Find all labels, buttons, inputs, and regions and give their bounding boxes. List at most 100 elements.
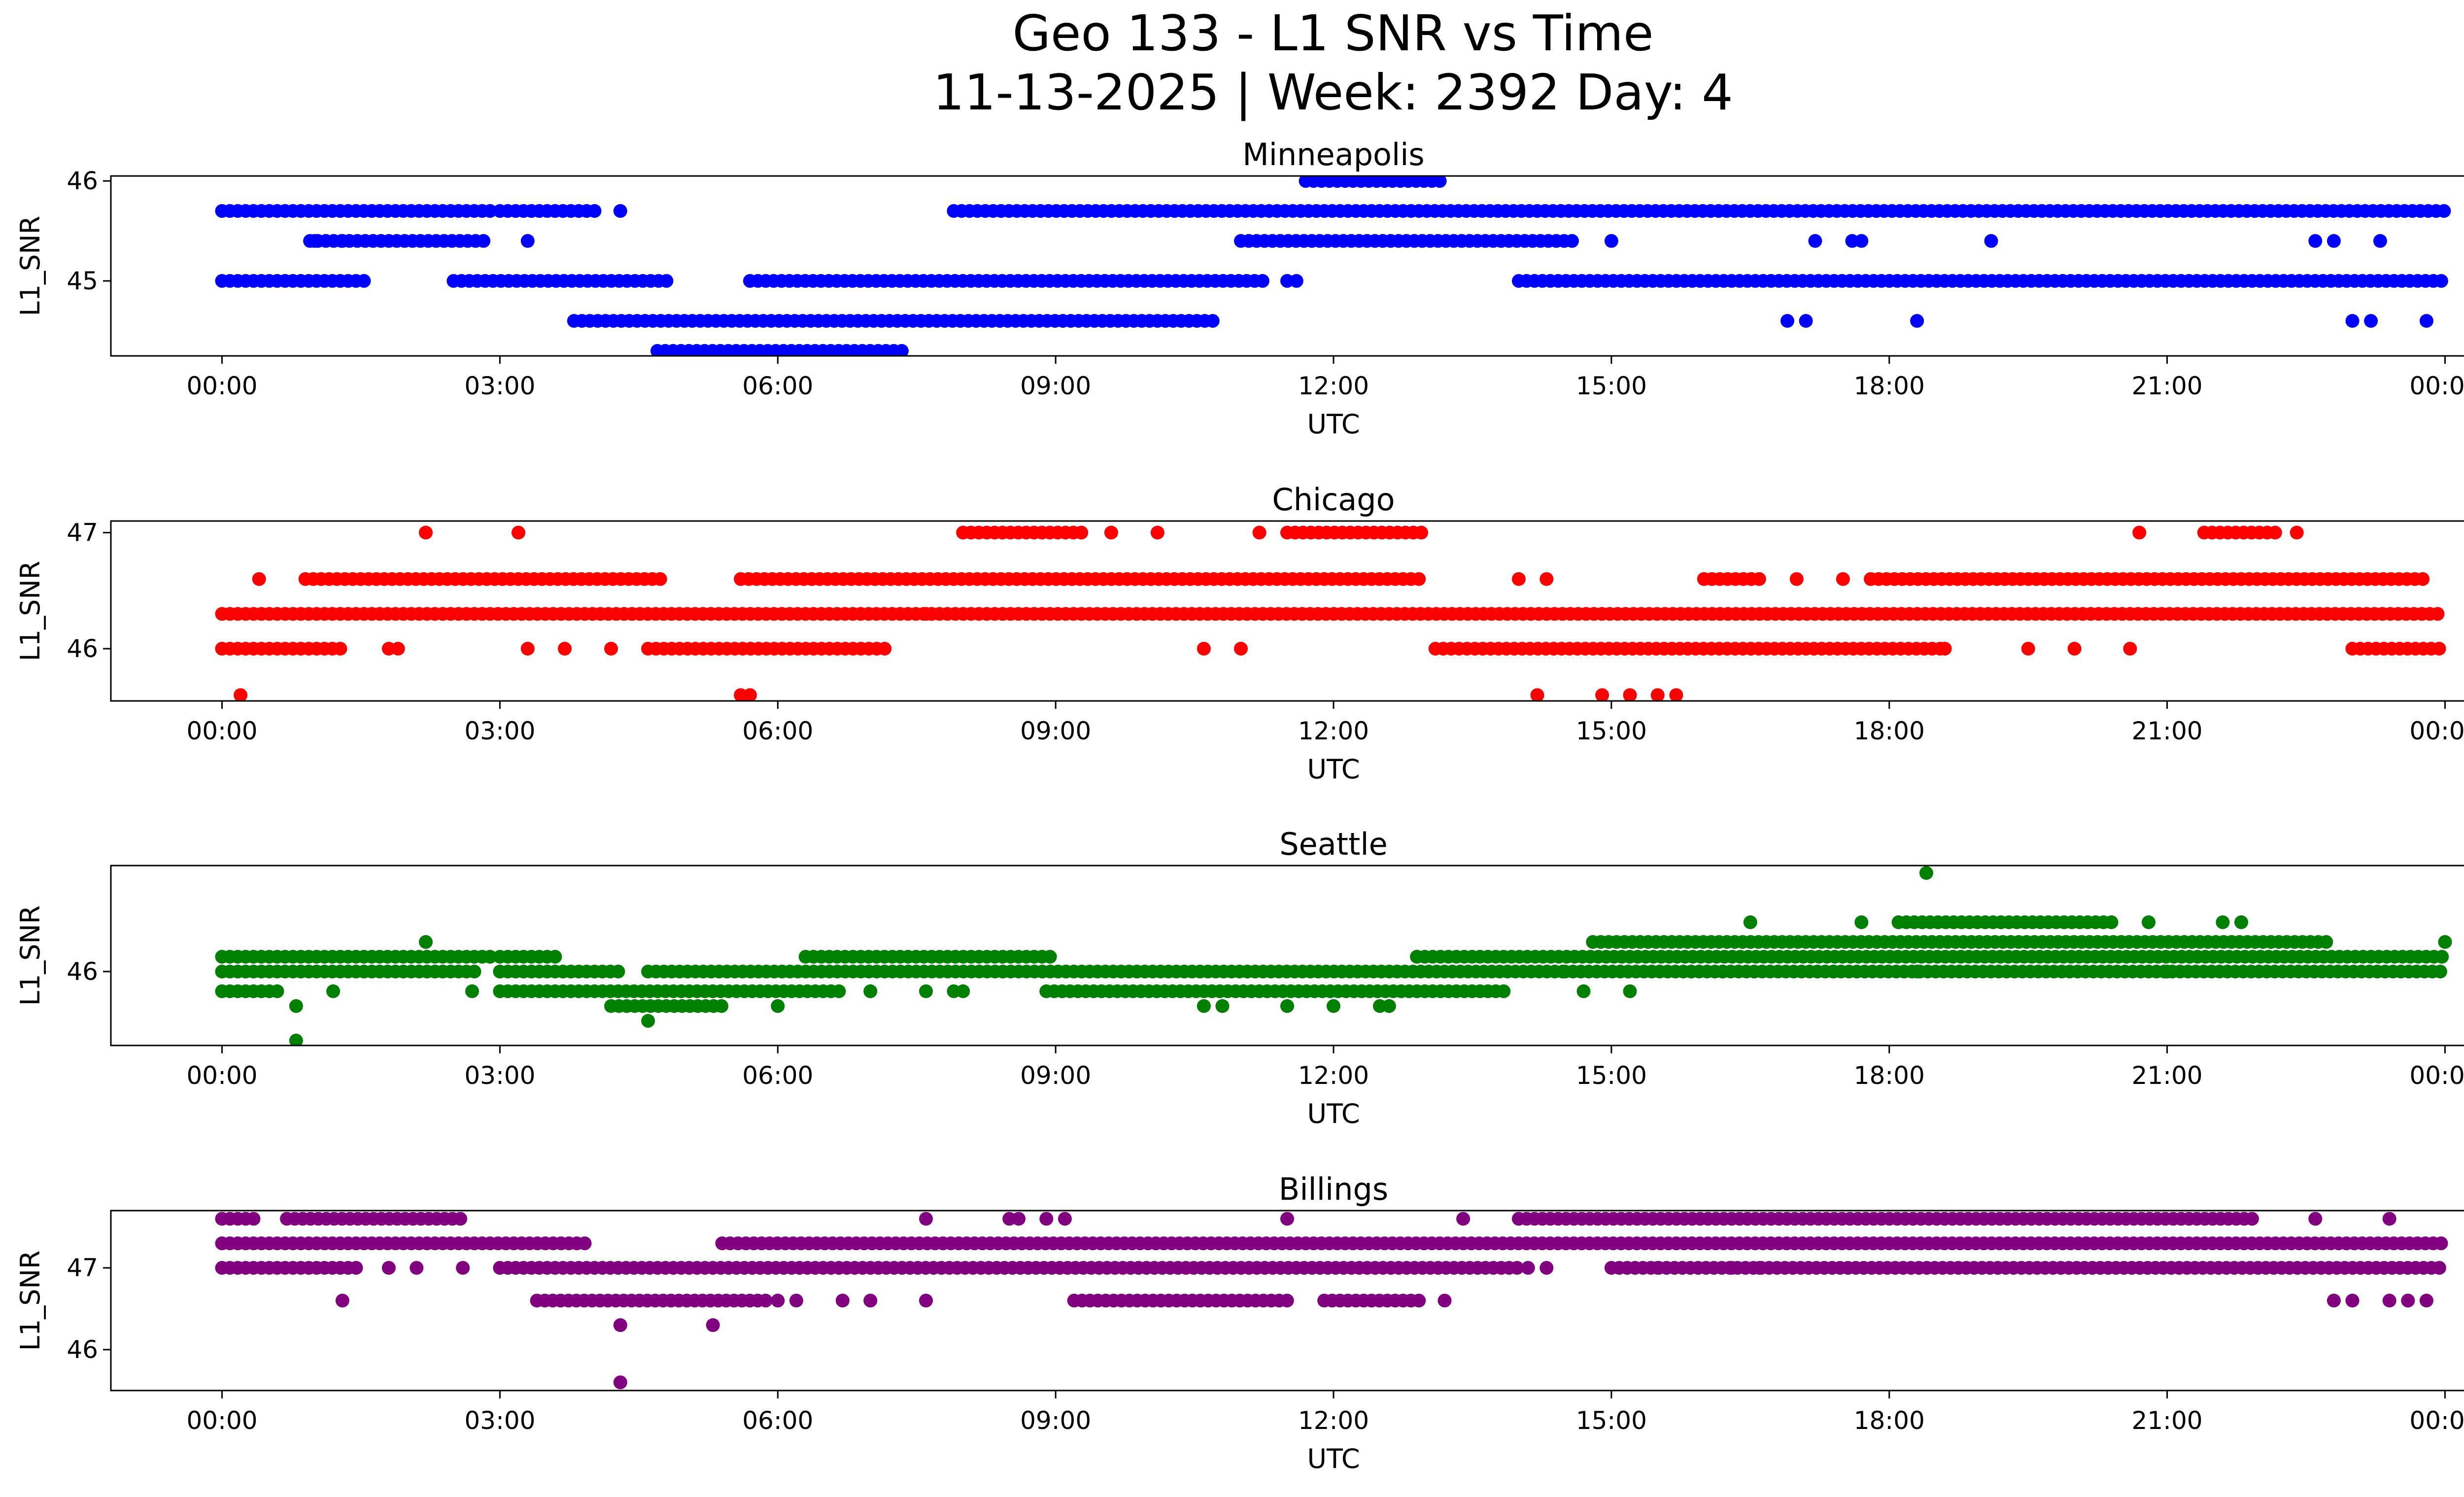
- data-point: [1234, 642, 1248, 656]
- data-point: [289, 1034, 303, 1045]
- data-point: [2364, 314, 2378, 328]
- y-axis-label: L1_SNR: [15, 905, 46, 1006]
- data-point: [1104, 525, 1118, 540]
- data-point: [878, 642, 892, 656]
- data-point: [1984, 234, 1998, 248]
- data-point: [1650, 688, 1665, 701]
- y-axis-label: L1_SNR: [15, 561, 46, 661]
- x-axis-label: UTC: [1307, 1098, 1360, 1129]
- data-point: [1058, 1212, 1072, 1226]
- data-point: [1012, 1212, 1026, 1226]
- data-point: [467, 965, 481, 978]
- subplot-title: Billings: [1279, 1171, 1388, 1207]
- data-point: [1752, 1261, 1767, 1275]
- x-tick-label: 21:00: [2132, 717, 2203, 745]
- x-tick-label: 03:00: [464, 372, 535, 400]
- x-tick-label: 12:00: [1298, 372, 1369, 400]
- data-point: [512, 525, 525, 540]
- subplot-title: Minneapolis: [1242, 137, 1425, 173]
- x-tick-label: 06:00: [742, 372, 813, 400]
- data-point: [1039, 1212, 1054, 1226]
- data-point: [2433, 965, 2447, 978]
- data-point: [520, 234, 535, 248]
- subplot-panels: 00:00 03:00 06:00 09:00 12:00 15:00 18:00 21:00…: [15, 137, 2464, 1474]
- data-point: [1280, 1212, 1294, 1226]
- data-point: [2160, 965, 2174, 978]
- x-tick-label: 21:00: [2132, 1406, 2203, 1435]
- data-point: [758, 1293, 773, 1308]
- data-point: [1623, 688, 1637, 701]
- data-point: [335, 1293, 349, 1308]
- x-tick-label: 18:00: [1854, 1406, 1925, 1435]
- data-point: [1197, 999, 1211, 1013]
- data-point: [1414, 525, 1428, 540]
- data-point: [1205, 314, 1220, 328]
- x-tick-label: 12:00: [1298, 717, 1369, 745]
- data-point: [419, 525, 433, 540]
- data-point: [1540, 1261, 1554, 1275]
- data-point: [1910, 965, 1924, 978]
- x-tick-label: 18:00: [1854, 1061, 1925, 1090]
- data-point: [1780, 314, 1794, 328]
- x-tick-label: 15:00: [1576, 1061, 1647, 1090]
- data-point: [410, 1261, 424, 1275]
- x-tick-label: 06:00: [742, 1061, 813, 1090]
- x-tick-label: 00:00: [2409, 1061, 2464, 1090]
- y-tick-label: 45: [67, 267, 98, 295]
- x-tick-label: 00:00: [2409, 717, 2464, 745]
- data-point: [743, 688, 757, 701]
- data-point: [919, 607, 933, 621]
- x-tick-label: 21:00: [2132, 372, 2203, 400]
- data-point: [1252, 525, 1266, 540]
- data-point: [456, 1261, 470, 1275]
- data-point: [1604, 234, 1618, 248]
- data-point: [613, 1375, 627, 1390]
- data-point: [1511, 572, 1526, 586]
- data-point: [1412, 572, 1426, 586]
- data-point: [641, 1014, 655, 1028]
- data-point: [919, 984, 933, 998]
- data-point: [2419, 314, 2433, 328]
- x-tick-label: 00:00: [186, 717, 257, 745]
- data-point: [2104, 915, 2119, 929]
- data-point: [613, 204, 627, 218]
- data-point: [1854, 234, 1869, 248]
- subplot-minneapolis: 00:00 03:00 06:00 09:00 12:00 15:00 18:00 21:00…: [15, 137, 2464, 440]
- data-point: [1510, 1261, 1524, 1275]
- data-point: [1150, 525, 1164, 540]
- data-point: [1255, 274, 1269, 288]
- data-point: [1327, 999, 1340, 1013]
- x-tick-label: 09:00: [1020, 1406, 1091, 1435]
- data-point: [1623, 984, 1637, 998]
- data-point: [919, 1293, 933, 1308]
- data-point: [2382, 1293, 2396, 1308]
- data-point: [1919, 866, 1933, 880]
- data-point: [2435, 950, 2449, 964]
- data-point: [246, 1212, 261, 1226]
- data-point: [2327, 234, 2341, 248]
- y-axis-label: L1_SNR: [15, 1251, 46, 1351]
- data-point: [2290, 525, 2304, 540]
- data-point: [1497, 984, 1511, 998]
- data-point: [1827, 965, 1841, 978]
- data-point: [2308, 1212, 2323, 1226]
- data-point: [2216, 915, 2230, 929]
- data-point: [1808, 234, 1822, 248]
- data-point: [2327, 1293, 2341, 1308]
- data-point: [715, 999, 728, 1013]
- data-point: [2434, 1236, 2448, 1251]
- data-point: [578, 1236, 592, 1251]
- data-point: [349, 1261, 363, 1275]
- data-point: [308, 234, 322, 248]
- data-point: [1410, 950, 1424, 964]
- data-point: [1938, 642, 1952, 656]
- data-point: [1725, 1261, 1739, 1275]
- y-tick-label: 46: [67, 957, 98, 986]
- data-point: [1280, 1293, 1294, 1308]
- data-point: [1752, 572, 1766, 586]
- data-point: [1456, 1212, 1471, 1226]
- x-tick-label: 18:00: [1854, 717, 1925, 745]
- data-point: [1854, 915, 1869, 929]
